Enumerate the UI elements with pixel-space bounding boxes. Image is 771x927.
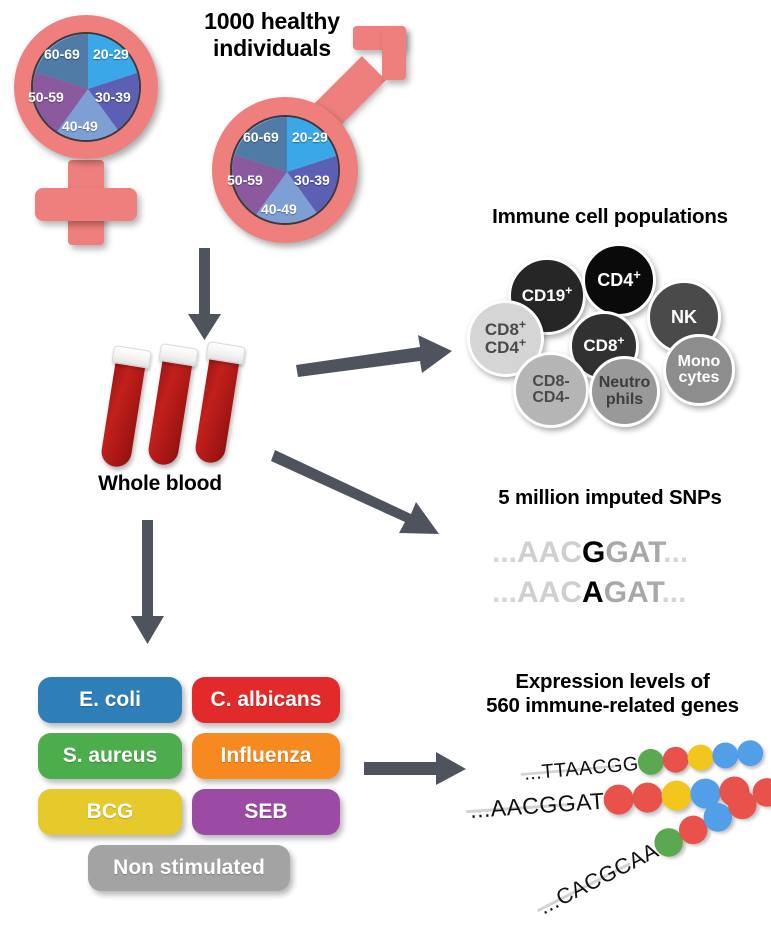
female-crossbar-icon xyxy=(35,188,137,221)
pie-slice-20-29 xyxy=(88,34,139,89)
stimuli-panel: E. coli C. albicans S. aureus Influenza BCG S… xyxy=(38,677,340,891)
female-pie-label-30-39: 30-39 xyxy=(95,89,131,105)
cohort-title-line2: individuals xyxy=(213,35,331,62)
dna-bead xyxy=(636,747,665,776)
immune-cell-label: CD8+ CD4+ xyxy=(484,317,527,357)
pie-slice-40-49 xyxy=(254,172,320,223)
snp-dots-left: ... xyxy=(492,536,518,569)
expression-title-line1: Expression levels of xyxy=(515,670,710,693)
male-pie-label-50-59: 50-59 xyxy=(227,172,263,188)
page-title-cohort: 1000 healthy individuals xyxy=(168,8,376,62)
stimulus-bcg[interactable]: BCG xyxy=(38,789,182,835)
male-pie-svg xyxy=(232,117,338,223)
stimulus-label: S. aureus xyxy=(62,744,158,767)
male-pie-label-40-49: 40-49 xyxy=(261,201,297,217)
snp-suffix: GAT xyxy=(605,536,664,569)
cohort-title-line1: 1000 healthy xyxy=(204,8,340,34)
snp-dots-right: ... xyxy=(661,576,687,609)
arrow-blood-to-immune xyxy=(296,335,452,377)
arrow-blood-to-snps xyxy=(271,450,439,534)
female-pie-label-40-49: 40-49 xyxy=(62,118,98,134)
stimulus-label: E. coli xyxy=(79,688,141,711)
title-expression-levels: Expression levels of 560 immune-related … xyxy=(455,670,770,718)
snp-dots-left: ... xyxy=(492,576,518,609)
snp-dots-right: ... xyxy=(663,536,689,569)
male-arrowhead-bar-2 xyxy=(382,26,406,80)
arrow-blood-to-stimuli xyxy=(131,520,164,644)
dna-bead xyxy=(661,745,690,774)
arrow-stimuli-to-expression xyxy=(364,752,466,785)
stimulus-label: Influenza xyxy=(220,744,312,767)
immune-cell-label: CD19+ xyxy=(521,283,573,306)
female-pie-svg xyxy=(33,34,139,140)
dna-bead xyxy=(602,783,635,816)
immune-cell-monocytes: Mono cytes xyxy=(663,334,735,406)
pie-slice-60-69 xyxy=(234,117,287,172)
pie-slice-30-39 xyxy=(88,72,139,134)
pie-slice-60-69 xyxy=(35,34,88,89)
male-pie-label-60-69: 60-69 xyxy=(243,129,279,145)
pie-slice-50-59 xyxy=(232,155,287,217)
snp-sequence-row: ...AACGGAT... xyxy=(492,536,688,570)
immune-cell-cd4: CD4+ xyxy=(582,243,656,317)
male-age-pie xyxy=(230,115,340,225)
pie-slice-50-59 xyxy=(33,72,88,134)
immune-cell-neutrophils: Neutro phils xyxy=(589,356,660,427)
female-age-pie xyxy=(31,32,141,142)
snp-variant-allele: A xyxy=(582,576,604,609)
immune-cell-label: CD8+ xyxy=(583,333,625,356)
dna-bead xyxy=(660,779,693,812)
stimulus-s-aureus[interactable]: S. aureus xyxy=(38,733,182,779)
dna-sequence-text: ...AACGGAT xyxy=(469,787,606,823)
female-pie-label-50-59: 50-59 xyxy=(28,89,64,105)
stimulus-e-coli[interactable]: E. coli xyxy=(38,677,182,723)
arrow-cohort-to-blood xyxy=(188,248,221,340)
pie-slice-40-49 xyxy=(55,89,121,140)
immune-cell-label: NK xyxy=(671,306,697,327)
stimulus-influenza[interactable]: Influenza xyxy=(192,733,340,779)
stimulus-non-stimulated[interactable]: Non stimulated xyxy=(88,845,290,891)
snp-prefix: AAC xyxy=(517,576,583,609)
immune-cell-cluster: CD19+ CD4+ NK CD8+ CD4+ CD8+ Mono cytes CD8- CD4-… xyxy=(0,0,771,440)
title-immune-cell-populations: Immune cell populations xyxy=(492,205,728,228)
stimulus-seb[interactable]: SEB xyxy=(192,789,340,835)
immune-cell-label: CD8- CD4- xyxy=(532,372,570,406)
immune-cell-label: CD4+ xyxy=(597,266,641,290)
snp-suffix: GAT xyxy=(603,576,662,609)
stimulus-label: BCG xyxy=(86,800,134,823)
female-pie-label-60-69: 60-69 xyxy=(44,46,80,62)
pie-slice-30-39 xyxy=(287,155,338,217)
title-imputed-snps: 5 million imputed SNPs xyxy=(498,486,722,509)
female-pie-label-20-29: 20-29 xyxy=(93,46,129,62)
male-pie-label-20-29: 20-29 xyxy=(292,129,328,145)
male-pie-label-30-39: 30-39 xyxy=(294,172,330,188)
expression-title-line2: 560 immune-related genes xyxy=(486,694,739,718)
pie-slice-20-29 xyxy=(287,117,338,172)
snp-prefix: AAC xyxy=(517,536,583,569)
snp-variant-allele: G xyxy=(582,536,606,569)
label-whole-blood: Whole blood xyxy=(98,472,222,495)
dna-bead xyxy=(735,739,764,768)
immune-cell-label: Mono cytes xyxy=(677,352,721,386)
dna-bead xyxy=(711,741,739,770)
immune-cell-cd8-cd4: CD8- CD4- xyxy=(513,352,589,428)
stimulus-label: C. albicans xyxy=(210,688,322,711)
stimulus-label: SEB xyxy=(244,800,288,823)
immune-cell-label: Neutro phils xyxy=(598,374,651,408)
snp-sequence-row: ...AACAGAT... xyxy=(492,576,686,610)
stimulus-label: Non stimulated xyxy=(113,856,265,879)
dna-sequence-text: ...CACGCAA xyxy=(534,837,663,919)
dna-bead xyxy=(631,781,664,814)
stimulus-c-albicans[interactable]: C. albicans xyxy=(192,677,340,723)
dna-bead xyxy=(686,743,715,772)
